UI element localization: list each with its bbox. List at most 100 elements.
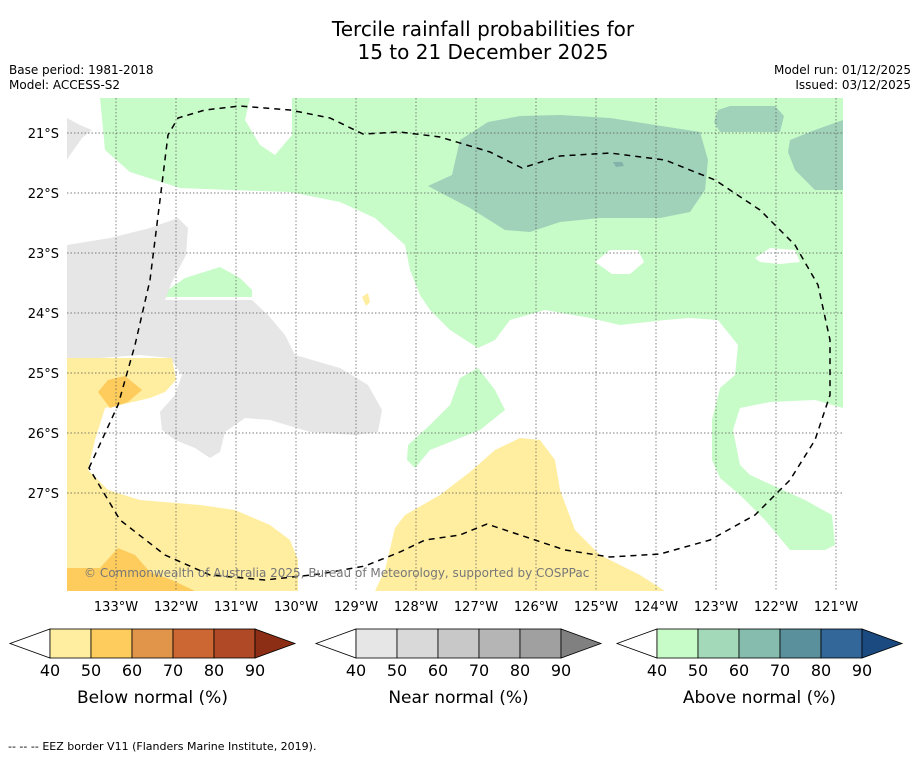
below-50-region-1 — [98, 376, 142, 408]
near-normal-region-north — [67, 118, 92, 160]
colorbar-under-triangle — [8, 628, 51, 659]
colorbar-tick-label: 90 — [551, 661, 571, 680]
colorbar-segment — [779, 628, 822, 659]
latitude-labels: 21°S 22°S 23°S 24°S 25°S 26°S 27°S — [28, 127, 59, 502]
title-line-2: 15 to 21 December 2025 — [357, 40, 609, 64]
lat-label: 24°S — [28, 307, 59, 322]
near-normal-region — [67, 218, 382, 458]
colorbar-tick-label: 50 — [81, 661, 101, 680]
issued-date: Issued: 03/12/2025 — [795, 78, 911, 92]
colorbar-over-triangle — [560, 628, 603, 659]
colorbar-tick-label: 70 — [469, 661, 489, 680]
colorbar-tick-label: 80 — [510, 661, 530, 680]
below-normal-speck — [362, 293, 370, 306]
colorbar-tick-label: 50 — [688, 661, 708, 680]
eez-legend-symbol: -- -- -- — [8, 740, 39, 753]
colorbar-tick-label: 70 — [163, 661, 183, 680]
colorbar-tick-label: 40 — [647, 661, 667, 680]
lon-label: 121°W — [814, 600, 858, 615]
eez-legend-text: EEZ border V11 (Flanders Marine Institut… — [42, 740, 317, 753]
above-50-region-3 — [788, 120, 843, 190]
colorbar-segment — [172, 628, 215, 659]
lon-label: 123°W — [694, 600, 738, 615]
colorbar-label: Above normal (%) — [683, 688, 836, 708]
copyright-notice: © Commonwealth of Australia 2025, Bureau… — [84, 566, 589, 580]
colorbar-segment — [519, 628, 562, 659]
longitude-labels: 133°W 132°W 131°W 130°W 129°W 128°W 127°… — [94, 600, 858, 615]
colorbar-tick-label: 80 — [811, 661, 831, 680]
colorbar-tick-label: 40 — [346, 661, 366, 680]
base-period-info: Base period: 1981-2018 Model: ACCESS-S2 — [9, 63, 154, 93]
lon-label: 128°W — [394, 600, 438, 615]
colorbar-tick-label: 60 — [729, 661, 749, 680]
lon-label: 124°W — [634, 600, 678, 615]
colorbar-segment — [131, 628, 174, 659]
lat-label: 23°S — [28, 247, 59, 262]
lat-label: 21°S — [28, 127, 59, 142]
below-50-region-2 — [67, 548, 195, 591]
below-normal-region-west — [67, 358, 298, 591]
graticule — [67, 98, 843, 591]
above-50-region-2 — [714, 106, 784, 132]
colorbar-label: Near normal (%) — [388, 688, 528, 708]
colorbars: 40 50 60 70 80 90 Below normal (%) 40 50 60 70 80 90… — [8, 628, 904, 708]
lon-label: 122°W — [754, 600, 798, 615]
lon-label: 132°W — [154, 600, 198, 615]
colorbar-segment — [437, 628, 480, 659]
colorbar-segment — [90, 628, 133, 659]
lon-label: 130°W — [274, 600, 318, 615]
lat-label: 27°S — [28, 487, 59, 502]
colorbar-segment — [49, 628, 92, 659]
lat-label: 25°S — [28, 367, 59, 382]
colorbar-segment — [213, 628, 256, 659]
colorbar-tick-label: 60 — [428, 661, 448, 680]
colorbar-segment — [697, 628, 740, 659]
colorbar-segment — [396, 628, 439, 659]
white-patch-1 — [595, 250, 644, 274]
colorbar-segment — [820, 628, 863, 659]
eez-border — [88, 105, 831, 581]
colorbar-tick-label: 90 — [245, 661, 265, 680]
lon-label: 133°W — [94, 600, 138, 615]
lat-label: 26°S — [28, 427, 59, 442]
above-normal-colorbar: 40 50 60 70 80 90 Above normal (%) — [615, 628, 904, 708]
colorbar-over-triangle — [254, 628, 297, 659]
above-normal-region-south — [407, 368, 505, 468]
above-60-speck — [613, 162, 624, 167]
colorbar-over-triangle — [861, 628, 904, 659]
above-50-region — [428, 115, 708, 232]
colorbar-segment — [355, 628, 398, 659]
lat-label: 22°S — [28, 187, 59, 202]
colorbar-tick-label: 50 — [387, 661, 407, 680]
lon-label: 126°W — [514, 600, 558, 615]
eez-legend: -- -- -- EEZ border V11 (Flanders Marine… — [8, 740, 316, 753]
title-line-1: Tercile rainfall probabilities for — [331, 17, 635, 41]
colorbar-tick-label: 60 — [122, 661, 142, 680]
below-normal-colorbar: 40 50 60 70 80 90 Below normal (%) — [8, 628, 297, 708]
map-area: © Commonwealth of Australia 2025, Bureau… — [67, 98, 843, 591]
model-name: Model: ACCESS-S2 — [9, 78, 121, 92]
lon-label: 129°W — [334, 600, 378, 615]
colorbar-label: Below normal (%) — [77, 688, 228, 708]
colorbar-tick-label: 70 — [770, 661, 790, 680]
base-period: Base period: 1981-2018 — [9, 63, 154, 77]
below-normal-region-south — [375, 438, 665, 591]
colorbar-tick-label: 40 — [40, 661, 60, 680]
white-patch-2 — [755, 248, 800, 264]
colorbar-segment — [738, 628, 781, 659]
colorbar-under-triangle — [615, 628, 658, 659]
lon-label: 127°W — [454, 600, 498, 615]
lon-label: 131°W — [214, 600, 258, 615]
map-title: Tercile rainfall probabilities for 15 to… — [0, 18, 919, 64]
colorbar-segment — [478, 628, 521, 659]
near-normal-colorbar: 40 50 60 70 80 90 Near normal (%) — [314, 628, 603, 708]
above-normal-region-west — [165, 267, 252, 297]
colorbar-segment — [656, 628, 699, 659]
model-run: Model run: 01/12/2025 — [773, 63, 911, 77]
colorbar-under-triangle — [314, 628, 357, 659]
colorbar-tick-label: 90 — [852, 661, 872, 680]
run-info: Model run: 01/12/2025 Issued: 03/12/2025 — [774, 63, 911, 93]
lon-label: 125°W — [574, 600, 618, 615]
colorbar-tick-label: 80 — [204, 661, 224, 680]
